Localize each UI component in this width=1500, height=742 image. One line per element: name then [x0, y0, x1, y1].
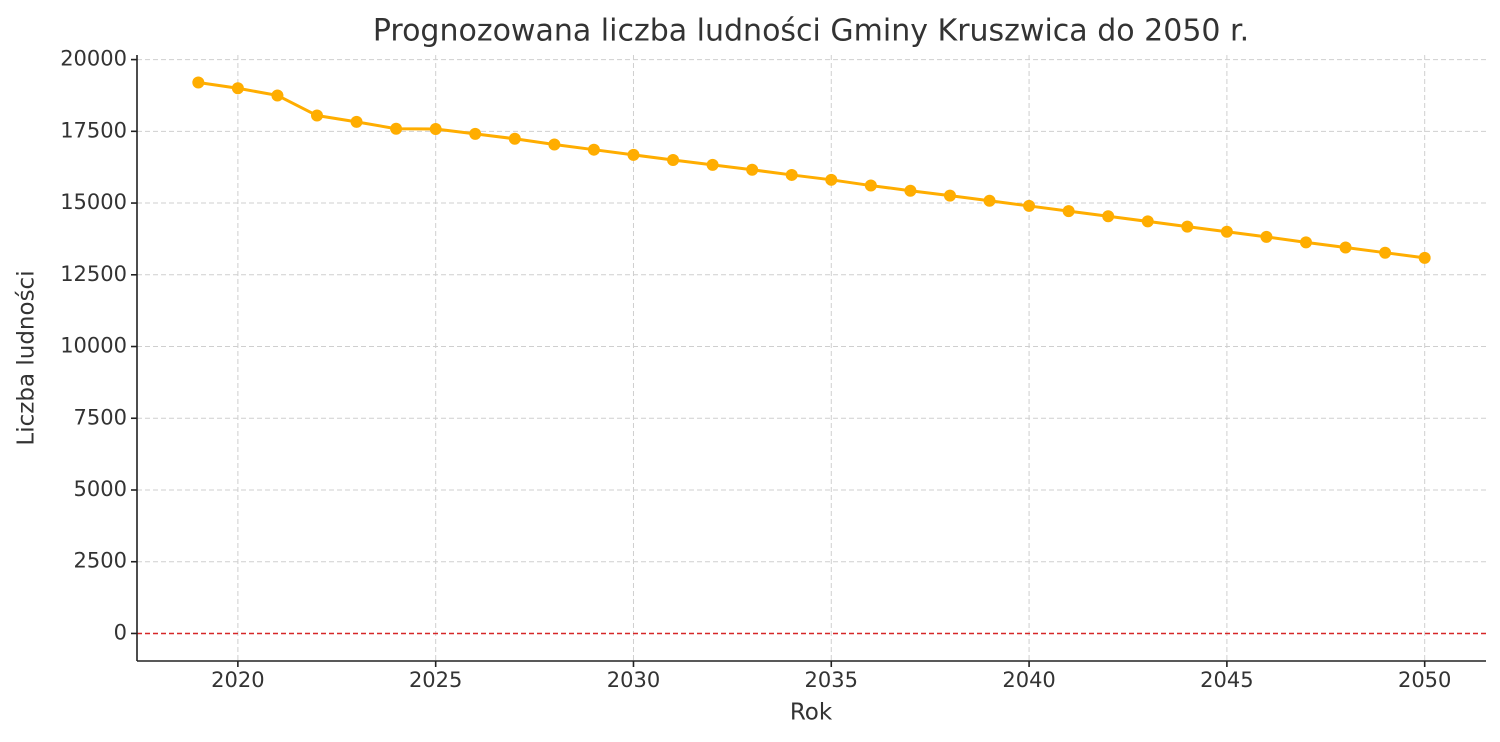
data-point — [1300, 236, 1313, 249]
data-point — [825, 173, 838, 186]
x-axis-label: Rok — [790, 700, 833, 726]
data-point — [1220, 225, 1233, 238]
data-point — [429, 123, 442, 136]
data-point — [1102, 210, 1115, 223]
data-point — [1141, 215, 1154, 228]
y-tick-label: 15000 — [60, 190, 127, 214]
data-point — [508, 132, 521, 145]
data-point — [390, 122, 403, 135]
data-point — [1339, 241, 1352, 254]
x-tick-label: 2045 — [1200, 668, 1253, 692]
y-tick-label: 2500 — [74, 549, 127, 573]
y-tick-label: 12500 — [60, 262, 127, 286]
data-point — [1023, 199, 1036, 212]
data-point — [983, 194, 996, 207]
data-point — [706, 158, 719, 171]
data-point — [587, 143, 600, 156]
data-point — [904, 184, 917, 197]
data-point — [271, 89, 284, 102]
x-tick-label: 2050 — [1398, 668, 1451, 692]
x-tick-label: 2035 — [805, 668, 858, 692]
data-point — [192, 76, 205, 89]
y-tick-label: 20000 — [60, 47, 127, 71]
data-point — [469, 127, 482, 140]
y-axis-label: Liczba ludności — [14, 270, 40, 445]
data-point — [231, 82, 244, 95]
data-point — [785, 168, 798, 181]
data-point — [667, 154, 680, 167]
x-tick-label: 2030 — [607, 668, 660, 692]
y-tick-label: 5000 — [74, 477, 127, 501]
data-point — [627, 148, 640, 161]
x-tick-label: 2020 — [211, 668, 264, 692]
data-point — [746, 163, 759, 176]
data-point — [943, 189, 956, 202]
data-point — [1379, 246, 1392, 259]
data-point — [1418, 251, 1431, 264]
x-tick-label: 2025 — [409, 668, 462, 692]
y-tick-label: 7500 — [74, 405, 127, 429]
data-point — [1260, 230, 1273, 243]
data-point — [864, 179, 877, 192]
y-tick-label: 0 — [114, 620, 127, 644]
y-tick-label: 17500 — [60, 118, 127, 142]
x-tick-label: 2040 — [1002, 668, 1055, 692]
data-point — [350, 115, 363, 128]
chart-title: Prognozowana liczba ludności Gminy Krusz… — [373, 14, 1249, 49]
data-point — [310, 109, 323, 122]
data-point — [1062, 205, 1075, 218]
y-tick-label: 10000 — [60, 334, 127, 358]
series-line — [198, 81, 1425, 260]
data-point — [548, 138, 561, 151]
data-point — [1181, 220, 1194, 233]
